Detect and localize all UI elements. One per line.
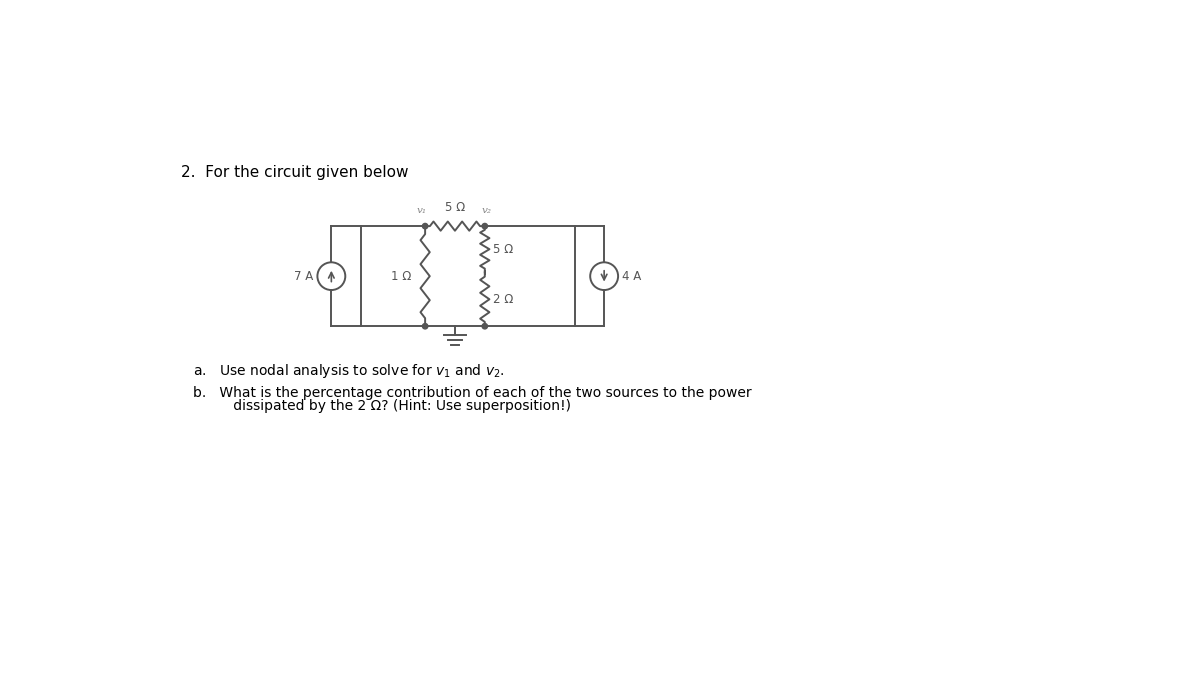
Text: 1 Ω: 1 Ω [391,270,412,283]
Text: 2 Ω: 2 Ω [492,293,512,306]
Text: dissipated by the 2 Ω? (Hint: Use superposition!): dissipated by the 2 Ω? (Hint: Use superp… [206,399,570,414]
Circle shape [482,323,487,329]
Circle shape [482,224,487,228]
Text: 2.  For the circuit given below: 2. For the circuit given below [181,165,408,180]
Circle shape [422,323,428,329]
Text: v₂: v₂ [481,206,491,216]
Text: 4 A: 4 A [622,270,641,283]
Text: 7 A: 7 A [294,270,313,283]
Text: b.   What is the percentage contribution of each of the two sources to the power: b. What is the percentage contribution o… [193,386,751,399]
Text: 5 Ω: 5 Ω [492,243,512,256]
Text: 5 Ω: 5 Ω [445,201,466,214]
Text: v₁: v₁ [418,206,427,216]
Circle shape [422,224,428,228]
Text: a.   Use nodal analysis to solve for $v_1$ and $v_2$.: a. Use nodal analysis to solve for $v_1$… [193,363,504,380]
